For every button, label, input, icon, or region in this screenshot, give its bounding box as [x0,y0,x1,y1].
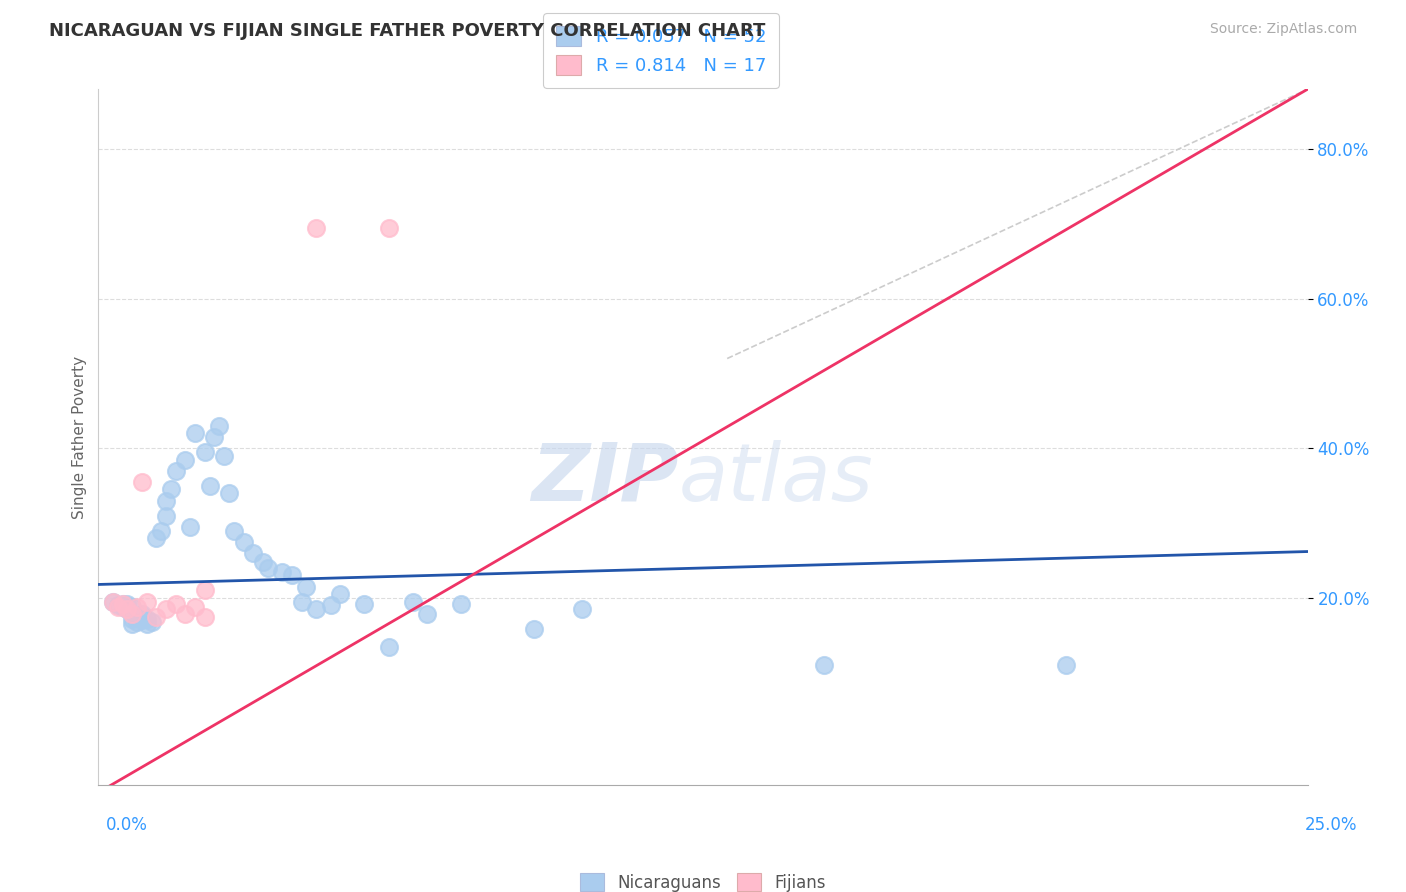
Point [295,580,318,594]
Point [198,479,221,493]
Point [150,524,173,538]
Point [135,617,157,632]
Text: Source: ZipAtlas.com: Source: ZipAtlas.com [1209,22,1357,37]
Point [117,602,139,616]
Text: 25.0%: 25.0% [1305,816,1357,834]
Point [117,597,139,611]
Point [242,546,264,560]
Point [174,452,197,467]
Point [131,607,153,622]
Point [813,658,835,673]
Point [111,597,134,611]
Point [212,449,235,463]
Point [101,595,124,609]
Point [218,486,240,500]
Point [208,418,231,433]
Point [145,531,167,545]
Point [329,587,352,601]
Point [127,615,149,629]
Point [305,602,328,616]
Point [111,599,134,614]
Point [121,607,143,622]
Point [290,595,312,609]
Point [145,609,167,624]
Point [165,597,187,611]
Point [319,599,342,613]
Point [194,445,217,459]
Point [141,615,163,629]
Point [179,520,201,534]
Point [256,561,278,575]
Point [127,609,149,624]
Point [127,599,149,614]
Point [121,599,143,614]
Point [252,555,274,569]
Point [377,640,399,654]
Point [165,464,187,478]
Point [353,597,375,611]
Point [281,568,304,582]
Point [402,595,425,609]
Point [155,602,177,616]
Point [135,612,157,626]
Point [222,524,245,538]
Y-axis label: Single Father Poverty: Single Father Poverty [72,356,87,518]
Point [523,623,546,637]
Point [184,426,207,441]
Point [111,597,134,611]
Point [101,595,124,609]
Point [174,607,197,622]
Point [184,599,207,614]
Point [131,475,153,489]
Point [305,220,328,235]
Text: atlas: atlas [679,440,873,518]
Text: NICARAGUAN VS FIJIAN SINGLE FATHER POVERTY CORRELATION CHART: NICARAGUAN VS FIJIAN SINGLE FATHER POVER… [49,22,766,40]
Point [121,612,143,626]
Point [232,534,254,549]
Point [135,595,157,609]
Point [450,597,472,611]
Point [160,483,183,497]
Legend: Nicaraguans, Fijians: Nicaraguans, Fijians [571,863,835,892]
Text: ZIP: ZIP [531,440,679,518]
Point [121,617,143,632]
Point [117,602,139,616]
Point [194,609,217,624]
Point [107,599,129,614]
Point [1054,658,1077,673]
Point [155,508,177,523]
Point [204,430,226,444]
Text: 0.0%: 0.0% [105,816,148,834]
Point [131,613,153,627]
Point [194,583,217,598]
Point [107,599,129,613]
Point [571,602,593,616]
Point [155,493,177,508]
Point [416,607,439,622]
Point [377,220,399,235]
Point [271,565,294,579]
